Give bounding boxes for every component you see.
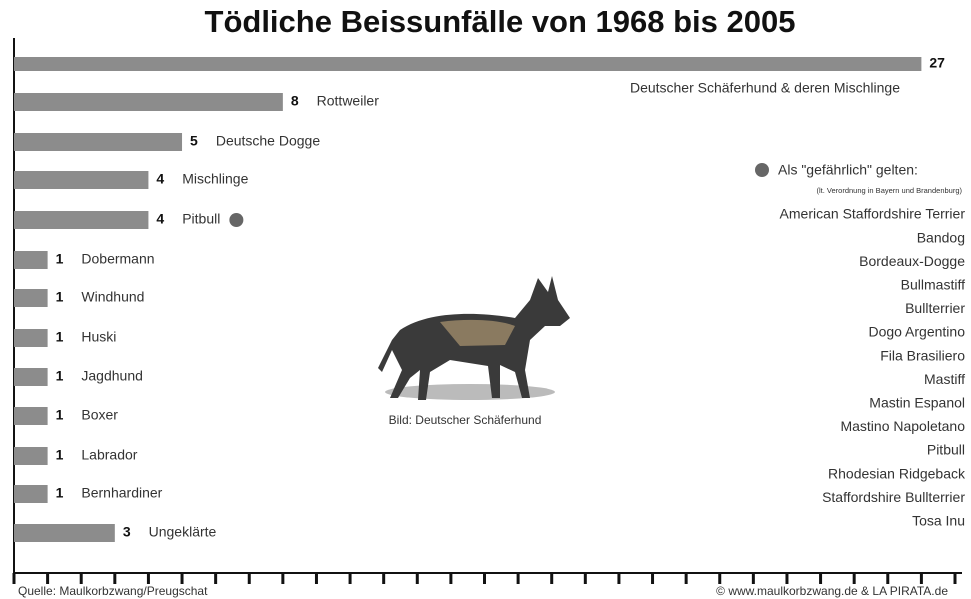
bar [14,57,921,71]
legend-item: Tosa Inu [912,513,965,529]
bar [14,93,283,111]
value-label: 1 [56,289,64,305]
value-label: 27 [929,55,945,71]
legend-item: Bullterrier [905,300,965,316]
legend-item: Bandog [917,229,965,245]
bar [14,133,182,151]
category-label: Deutsche Dogge [216,133,321,149]
bar [14,211,148,229]
legend-item: Mastino Napoletano [840,418,965,434]
bar [14,171,148,189]
legend-item: Dogo Argentino [868,324,965,340]
value-label: 1 [56,447,64,463]
legend-note: (lt. Verordnung in Bayern und Brandenbur… [816,186,962,195]
value-label: 4 [156,171,164,187]
danger-marker [229,213,243,227]
image-caption: Bild: Deutscher Schäferhund [389,413,542,427]
legend-item: American Staffordshire Terrier [780,206,966,222]
legend-item: Pitbull [927,442,965,458]
category-label: Huski [81,329,116,345]
legend-item: Fila Brasiliero [880,347,965,363]
bar [14,485,48,503]
bar [14,251,48,269]
legend-item: Mastin Espanol [869,395,965,411]
category-label: Labrador [81,447,137,463]
category-label: Dobermann [81,251,154,267]
category-label: Mischlinge [182,171,248,187]
value-label: 5 [190,133,198,149]
value-label: 1 [56,251,64,267]
copyright: © www.maulkorbzwang.de & LA PIRATA.de [716,584,948,598]
category-label: Rottweiler [317,93,380,109]
legend-heading: Als "gefährlich" gelten: [778,162,918,178]
category-label: Bernhardiner [81,485,162,501]
bar [14,407,48,425]
value-label: 8 [291,93,299,109]
value-label: 3 [123,524,131,540]
value-label: 4 [156,211,164,227]
legend-item: Mastiff [924,371,965,387]
legend-marker [755,163,769,177]
bar [14,524,115,542]
category-label: Ungeklärte [149,524,217,540]
category-label: Jagdhund [81,368,143,384]
dog-image [378,276,570,400]
bar [14,368,48,386]
bar [14,289,48,307]
source: Quelle: Maulkorbzwang/Preugschat [18,584,208,598]
category-label: Pitbull [182,211,220,227]
bar [14,447,48,465]
bar [14,329,48,347]
value-label: 1 [56,485,64,501]
category-label: Deutscher Schäferhund & deren Mischlinge [630,80,900,96]
legend-item: Rhodesian Ridgeback [828,465,966,481]
value-label: 1 [56,368,64,384]
value-label: 1 [56,329,64,345]
chart-title: Tödliche Beissunfälle von 1968 bis 2005 [205,4,796,39]
category-label: Windhund [81,289,144,305]
chart: Tödliche Beissunfälle von 1968 bis 2005 … [0,0,971,599]
value-label: 1 [56,407,64,423]
legend-item: Staffordshire Bullterrier [822,489,965,505]
legend-item: Bullmastiff [901,277,965,293]
category-label: Boxer [81,407,118,423]
legend-item: Bordeaux-Dogge [859,253,965,269]
